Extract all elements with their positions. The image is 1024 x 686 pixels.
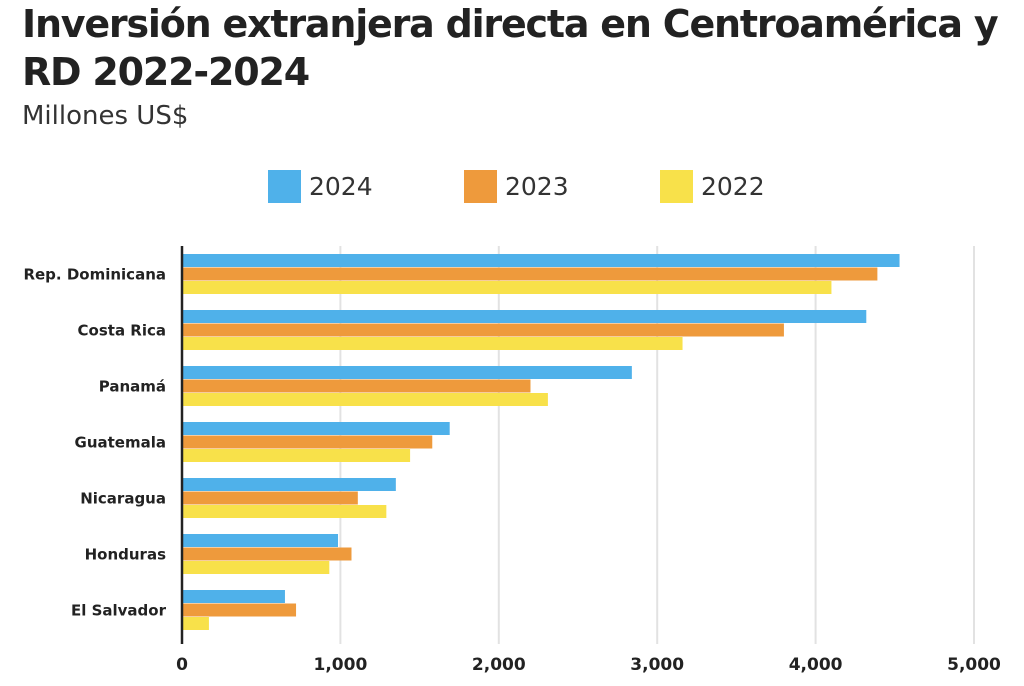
bar-2024 <box>182 590 285 603</box>
bar-2023 <box>182 267 878 281</box>
legend-item-2023: 2023 <box>464 170 660 203</box>
legend-swatch-2022 <box>660 170 693 203</box>
x-tick-label: 2,000 <box>472 655 526 675</box>
legend-item-2024: 2024 <box>268 170 464 203</box>
bar-2024 <box>182 310 867 323</box>
legend-swatch-2023 <box>464 170 497 203</box>
legend-swatch-2024 <box>268 170 301 203</box>
legend-label-2023: 2023 <box>505 172 569 201</box>
bar-2023 <box>182 435 433 449</box>
legend-label-2024: 2024 <box>309 172 373 201</box>
legend-item-2022: 2022 <box>660 170 856 203</box>
chart-legend: 2024 2023 2022 <box>268 170 856 203</box>
category-label: Rep. Dominicana <box>23 265 166 283</box>
x-tick-label: 0 <box>176 655 188 675</box>
bar-2023 <box>182 323 784 337</box>
bar-2022 <box>182 449 411 462</box>
bar-2024 <box>182 254 900 267</box>
bar-2023 <box>182 379 531 393</box>
category-label: Nicaragua <box>80 489 166 507</box>
bar-2022 <box>182 281 832 294</box>
category-label: Honduras <box>85 545 166 563</box>
x-tick-label: 5,000 <box>947 655 1001 675</box>
chart-title: Inversión extranjera directa en Centroam… <box>22 2 999 94</box>
bar-chart: 0 1,000 2,000 3,000 4,000 5,000 Rep. Dominican… <box>23 246 1001 675</box>
bar-2022 <box>182 561 330 574</box>
category-label: Panamá <box>99 377 166 395</box>
category-label: Costa Rica <box>78 321 166 339</box>
bar-2024 <box>182 366 632 379</box>
x-tick-label: 1,000 <box>314 655 368 675</box>
bar-2024 <box>182 534 339 547</box>
labels: 0 1,000 2,000 3,000 4,000 5,000 Rep. Dominican… <box>23 265 1001 675</box>
bar-2023 <box>182 547 352 561</box>
grid-lines <box>339 246 975 644</box>
legend-label-2022: 2022 <box>701 172 765 201</box>
bar-2022 <box>182 617 209 630</box>
category-label: El Salvador <box>71 601 167 619</box>
bar-2024 <box>182 478 396 491</box>
bar-2023 <box>182 603 297 617</box>
x-tick-label: 4,000 <box>789 655 843 675</box>
bars <box>182 254 900 630</box>
bar-2024 <box>182 422 450 435</box>
bar-2022 <box>182 505 387 518</box>
bar-2022 <box>182 393 548 406</box>
x-tick-label: 3,000 <box>630 655 684 675</box>
category-label: Guatemala <box>75 433 166 451</box>
bar-2023 <box>182 491 358 505</box>
chart-subtitle: Millones US$ <box>22 101 189 131</box>
bar-2022 <box>182 337 683 350</box>
